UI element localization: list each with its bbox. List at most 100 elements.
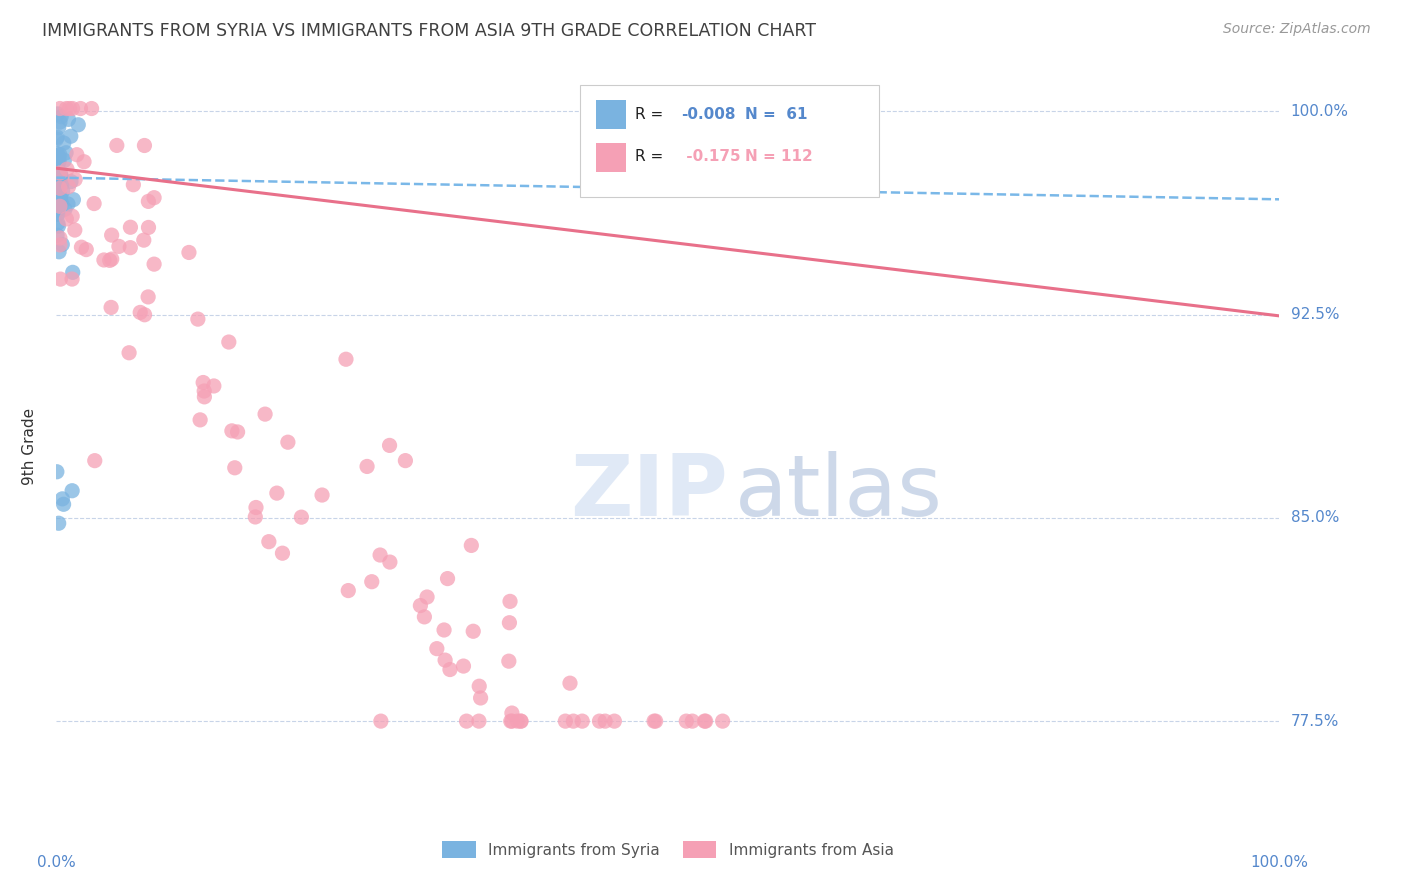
- Point: [52, 184, 75, 198]
- Point: [134, 138, 156, 153]
- Point: [45, 169, 67, 184]
- Text: R =: R =: [636, 107, 668, 122]
- Point: [48, 120, 70, 135]
- Text: 100.0%: 100.0%: [1250, 855, 1309, 870]
- Point: [58, 112, 80, 127]
- Text: -0.175: -0.175: [682, 149, 741, 164]
- Point: [409, 599, 432, 613]
- Point: [221, 424, 243, 438]
- Point: [46, 203, 69, 218]
- Text: 85.0%: 85.0%: [1291, 510, 1339, 525]
- Point: [603, 714, 626, 728]
- Point: [202, 379, 225, 393]
- Point: [70, 240, 93, 254]
- Text: N =  61: N = 61: [745, 107, 807, 122]
- Point: [59, 175, 82, 189]
- Point: [571, 714, 593, 728]
- Point: [49, 181, 72, 195]
- Point: [118, 345, 141, 359]
- Point: [46, 150, 69, 164]
- Point: [49, 272, 72, 286]
- Point: [66, 147, 89, 161]
- Point: [501, 706, 523, 720]
- Text: ZIP: ZIP: [569, 450, 728, 533]
- Point: [143, 257, 166, 271]
- Point: [134, 308, 156, 322]
- Point: [468, 714, 491, 728]
- Point: [693, 714, 716, 728]
- Point: [48, 169, 70, 184]
- Point: [368, 548, 391, 562]
- Text: R =: R =: [636, 149, 668, 164]
- Point: [643, 714, 665, 728]
- Point: [49, 147, 72, 161]
- Point: [69, 102, 91, 116]
- Point: [510, 714, 533, 728]
- Point: [463, 624, 485, 639]
- Point: [46, 146, 69, 161]
- Point: [439, 663, 461, 677]
- Point: [100, 301, 122, 315]
- Point: [460, 538, 482, 552]
- Point: [187, 312, 209, 326]
- Point: [45, 190, 67, 204]
- Point: [53, 202, 76, 216]
- Point: [62, 102, 84, 116]
- Point: [558, 676, 581, 690]
- Point: [46, 182, 69, 196]
- Point: [193, 384, 215, 398]
- Point: [52, 497, 75, 511]
- Point: [271, 546, 294, 560]
- FancyBboxPatch shape: [596, 100, 626, 129]
- Point: [356, 459, 378, 474]
- Point: [46, 228, 69, 243]
- Point: [51, 491, 73, 506]
- Text: 0.0%: 0.0%: [37, 855, 76, 870]
- Point: [53, 153, 76, 168]
- Point: [60, 272, 83, 286]
- Point: [83, 196, 105, 211]
- Point: [46, 186, 69, 201]
- Point: [80, 102, 103, 116]
- Point: [378, 438, 401, 452]
- Point: [48, 516, 70, 531]
- Point: [49, 169, 72, 183]
- Point: [46, 207, 69, 221]
- Point: [67, 118, 90, 132]
- Point: [132, 233, 155, 247]
- Point: [58, 179, 80, 194]
- Point: [46, 150, 69, 164]
- Point: [48, 219, 70, 233]
- Point: [49, 102, 72, 116]
- Point: [588, 714, 610, 728]
- Point: [46, 178, 69, 192]
- Point: [456, 714, 478, 728]
- Point: [218, 334, 240, 349]
- Text: IMMIGRANTS FROM SYRIA VS IMMIGRANTS FROM ASIA 9TH GRADE CORRELATION CHART: IMMIGRANTS FROM SYRIA VS IMMIGRANTS FROM…: [42, 22, 815, 40]
- Point: [46, 216, 69, 230]
- Point: [129, 305, 152, 319]
- Text: atlas: atlas: [735, 450, 943, 533]
- Point: [46, 148, 69, 162]
- Point: [370, 714, 392, 728]
- Point: [501, 714, 523, 728]
- Point: [108, 239, 131, 253]
- Point: [48, 244, 70, 259]
- Point: [45, 465, 67, 479]
- Point: [226, 425, 249, 439]
- Point: [51, 177, 73, 191]
- Point: [49, 169, 72, 184]
- Point: [49, 190, 72, 204]
- Point: [499, 594, 522, 608]
- Point: [46, 163, 69, 178]
- Point: [63, 172, 86, 186]
- Point: [675, 714, 697, 728]
- Point: [499, 714, 522, 728]
- Point: [120, 241, 142, 255]
- Point: [138, 194, 160, 209]
- Point: [426, 641, 449, 656]
- Text: -0.008: -0.008: [682, 107, 735, 122]
- Point: [48, 156, 70, 170]
- Point: [46, 107, 69, 121]
- Point: [453, 659, 475, 673]
